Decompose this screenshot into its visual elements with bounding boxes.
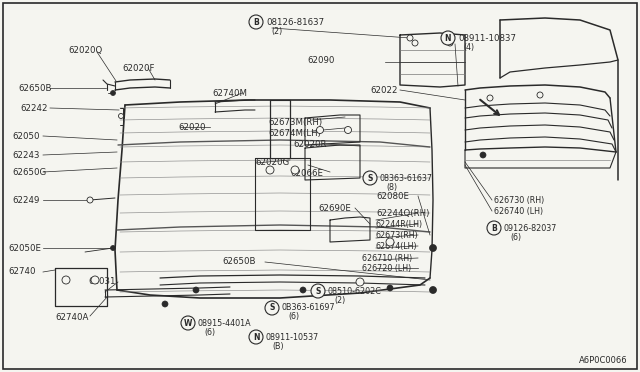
- Text: 62740: 62740: [8, 267, 35, 276]
- Circle shape: [111, 90, 115, 96]
- Text: W: W: [184, 318, 192, 327]
- Text: 62050E: 62050E: [8, 244, 41, 253]
- Circle shape: [91, 276, 99, 284]
- Text: 62022: 62022: [370, 86, 397, 94]
- Circle shape: [317, 126, 323, 134]
- Text: (6): (6): [288, 312, 299, 321]
- Text: N: N: [445, 33, 451, 42]
- Circle shape: [162, 301, 168, 307]
- Circle shape: [87, 197, 93, 203]
- Text: 08911-10837: 08911-10837: [458, 33, 516, 42]
- Circle shape: [118, 113, 124, 119]
- Text: 08911-10537: 08911-10537: [266, 333, 319, 341]
- Circle shape: [311, 284, 325, 298]
- Text: (4): (4): [463, 42, 474, 51]
- Circle shape: [487, 95, 493, 101]
- Text: (8): (8): [386, 183, 397, 192]
- Text: 62740A: 62740A: [55, 314, 88, 323]
- Text: 09126-82037: 09126-82037: [504, 224, 557, 232]
- Circle shape: [344, 126, 351, 134]
- Text: 626720 (LH): 626720 (LH): [362, 263, 412, 273]
- Text: A6P0C0066: A6P0C0066: [579, 356, 628, 365]
- Text: 62249: 62249: [12, 196, 40, 205]
- Text: 62673M(RH): 62673M(RH): [268, 118, 322, 126]
- Text: 08126-81637: 08126-81637: [266, 17, 324, 26]
- Circle shape: [193, 287, 199, 293]
- Text: 62740M: 62740M: [212, 89, 247, 97]
- Circle shape: [441, 31, 455, 45]
- Text: B: B: [253, 17, 259, 26]
- Text: 62242: 62242: [20, 103, 47, 112]
- Text: 62690E: 62690E: [318, 203, 351, 212]
- Circle shape: [447, 40, 453, 46]
- Circle shape: [300, 287, 306, 293]
- Circle shape: [407, 35, 413, 41]
- Text: 08915-4401A: 08915-4401A: [198, 318, 252, 327]
- Text: 62066E: 62066E: [290, 169, 323, 177]
- Text: 62090: 62090: [307, 55, 334, 64]
- Text: 62031: 62031: [88, 278, 115, 286]
- Text: (2): (2): [334, 295, 345, 305]
- Text: 62020R: 62020R: [293, 140, 326, 148]
- Text: 62244Q(RH): 62244Q(RH): [376, 208, 429, 218]
- Text: S: S: [269, 304, 275, 312]
- Text: 62050: 62050: [12, 131, 40, 141]
- Circle shape: [249, 15, 263, 29]
- Circle shape: [62, 276, 70, 284]
- Circle shape: [429, 244, 436, 251]
- Text: 626740 (LH): 626740 (LH): [494, 206, 543, 215]
- Text: 62673(RH): 62673(RH): [376, 231, 419, 240]
- Circle shape: [480, 152, 486, 158]
- Circle shape: [181, 316, 195, 330]
- Text: 62650G: 62650G: [12, 167, 46, 176]
- Circle shape: [249, 330, 263, 344]
- Circle shape: [291, 166, 299, 174]
- Text: 62244R(LH): 62244R(LH): [376, 219, 423, 228]
- Text: 626710 (RH): 626710 (RH): [362, 253, 412, 263]
- Text: 62020G: 62020G: [255, 157, 289, 167]
- Circle shape: [386, 238, 394, 246]
- Circle shape: [356, 278, 364, 286]
- Text: S: S: [367, 173, 372, 183]
- Text: 62243: 62243: [12, 151, 40, 160]
- Text: 08363-61637: 08363-61637: [380, 173, 433, 183]
- Circle shape: [266, 166, 274, 174]
- Text: 62080E: 62080E: [376, 192, 409, 201]
- Text: 62650B: 62650B: [18, 83, 51, 93]
- Circle shape: [111, 246, 115, 250]
- Text: (6): (6): [204, 327, 215, 337]
- Text: S: S: [316, 286, 321, 295]
- Text: 626730 (RH): 626730 (RH): [494, 196, 544, 205]
- Circle shape: [412, 40, 418, 46]
- Circle shape: [387, 285, 393, 291]
- Text: 62020: 62020: [178, 122, 205, 131]
- Text: B: B: [491, 224, 497, 232]
- Text: 08510-6202C: 08510-6202C: [328, 286, 382, 295]
- Text: 62674M(LH): 62674M(LH): [268, 128, 321, 138]
- Text: 62020Q: 62020Q: [68, 45, 102, 55]
- Text: 62674(LH): 62674(LH): [376, 241, 418, 250]
- Text: 62020F: 62020F: [122, 64, 154, 73]
- Text: 0B363-61697: 0B363-61697: [282, 304, 335, 312]
- Circle shape: [487, 221, 501, 235]
- Circle shape: [537, 92, 543, 98]
- Text: 62650B: 62650B: [222, 257, 255, 266]
- Circle shape: [265, 301, 279, 315]
- Circle shape: [429, 286, 436, 294]
- Text: (6): (6): [510, 232, 521, 241]
- Text: (B): (B): [272, 341, 284, 350]
- Text: (2): (2): [271, 26, 282, 35]
- Circle shape: [363, 171, 377, 185]
- Text: N: N: [253, 333, 259, 341]
